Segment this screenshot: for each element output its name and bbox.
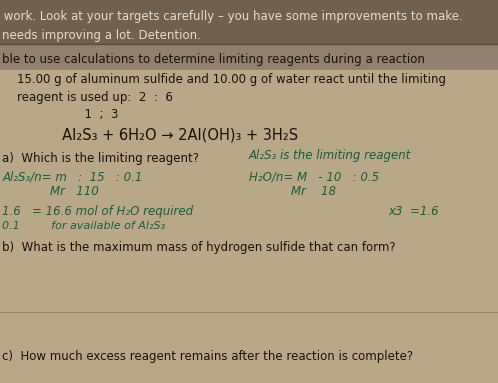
- Text: 1.6   = 16.6 mol of H₂O required: 1.6 = 16.6 mol of H₂O required: [2, 205, 194, 218]
- Text: Mr   110: Mr 110: [50, 185, 99, 198]
- Text: b)  What is the maximum mass of hydrogen sulfide that can form?: b) What is the maximum mass of hydrogen …: [2, 241, 396, 254]
- Bar: [0, 0, 498, 44]
- Text: a)  Which is the limiting reagent?: a) Which is the limiting reagent?: [2, 152, 200, 165]
- Text: Al₂S₃/n= m   :  15   : 0.1: Al₂S₃/n= m : 15 : 0.1: [2, 170, 143, 183]
- Text: reagent is used up:  2  :  6: reagent is used up: 2 : 6: [2, 91, 173, 104]
- Text: needs improving a lot. Detention.: needs improving a lot. Detention.: [2, 29, 201, 42]
- Bar: [0, 44, 498, 69]
- Text: ble to use calculations to determine limiting reagents during a reaction: ble to use calculations to determine lim…: [2, 53, 425, 66]
- Text: work. Look at your targets carefully – you have some improvements to make.: work. Look at your targets carefully – y…: [0, 10, 463, 23]
- Text: Al₂S₃ + 6H₂O → 2Al(OH)₃ + 3H₂S: Al₂S₃ + 6H₂O → 2Al(OH)₃ + 3H₂S: [2, 127, 299, 142]
- Text: c)  How much excess reagent remains after the reaction is complete?: c) How much excess reagent remains after…: [2, 350, 414, 363]
- Text: Mr    18: Mr 18: [291, 185, 336, 198]
- Text: x3  =1.6: x3 =1.6: [388, 205, 439, 218]
- Text: H₂O/n= M   - 10   : 0.5̇: H₂O/n= M - 10 : 0.5̇: [249, 170, 379, 183]
- Text: Al₂S₃ is the limiting reagent: Al₂S₃ is the limiting reagent: [249, 149, 411, 162]
- Text: 15.00 g of aluminum sulfide and 10.00 g of water react until the limiting: 15.00 g of aluminum sulfide and 10.00 g …: [2, 73, 447, 86]
- Text: 0.1         for available of Al₂S₃: 0.1 for available of Al₂S₃: [2, 221, 166, 231]
- Text: 1  ;  3: 1 ; 3: [2, 108, 119, 121]
